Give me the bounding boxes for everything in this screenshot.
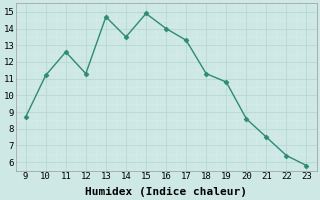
X-axis label: Humidex (Indice chaleur): Humidex (Indice chaleur): [85, 186, 247, 197]
